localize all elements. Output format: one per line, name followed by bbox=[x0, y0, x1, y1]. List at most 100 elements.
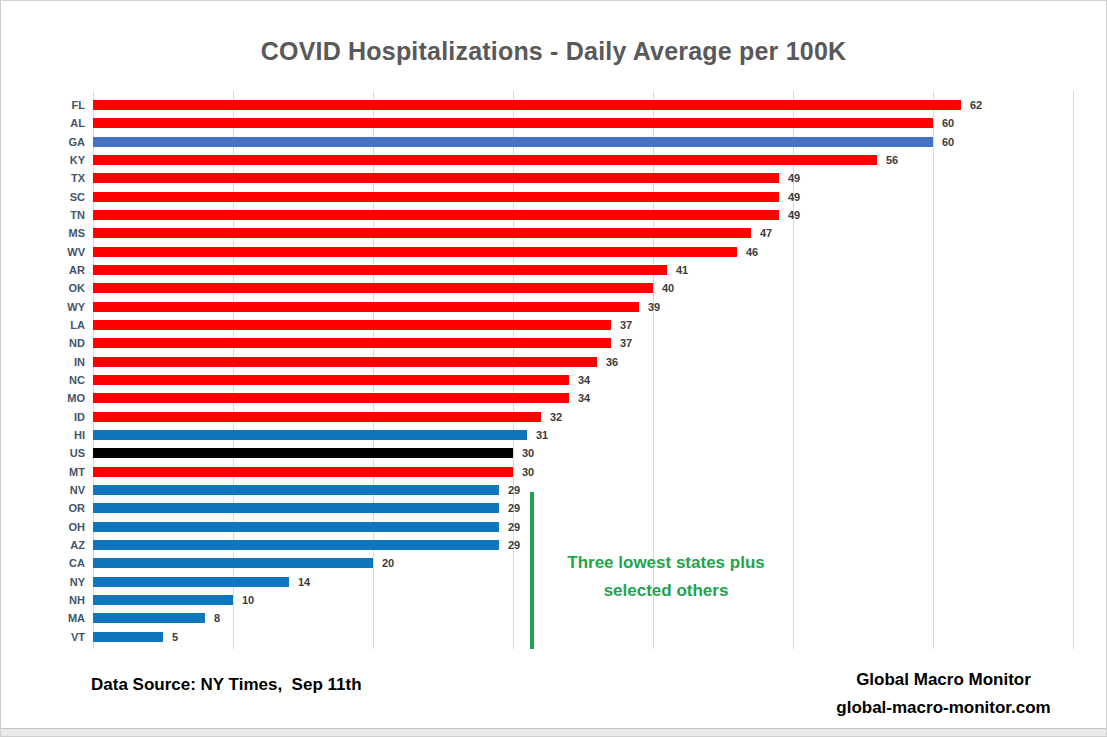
value-label-la: 37 bbox=[620, 320, 632, 331]
bar-row-mo: MO34 bbox=[93, 389, 1073, 407]
bar-fl bbox=[93, 100, 961, 110]
bar-row-fl: FL62 bbox=[93, 96, 1073, 114]
data-source-text: Data Source: NY Times, Sep 11th bbox=[91, 675, 362, 695]
state-label-id: ID bbox=[37, 411, 85, 422]
bar-us bbox=[93, 448, 513, 458]
window-bottom-edge bbox=[1, 728, 1106, 736]
value-label-or: 29 bbox=[508, 503, 520, 514]
chart-title: COVID Hospitalizations - Daily Average p… bbox=[1, 37, 1106, 66]
bar-oh bbox=[93, 522, 499, 532]
bar-row-ga: GA60 bbox=[93, 133, 1073, 151]
state-label-nv: NV bbox=[37, 485, 85, 496]
value-label-us: 30 bbox=[522, 448, 534, 459]
state-label-ny: NY bbox=[37, 576, 85, 587]
bar-nc bbox=[93, 375, 569, 385]
bar-row-ar: AR41 bbox=[93, 261, 1073, 279]
bar-row-sc: SC49 bbox=[93, 188, 1073, 206]
bar-al bbox=[93, 118, 933, 128]
bar-ny bbox=[93, 577, 289, 587]
value-label-ga: 60 bbox=[942, 136, 954, 147]
annotation-line1: Three lowest states plus bbox=[567, 553, 764, 572]
bar-id bbox=[93, 412, 541, 422]
state-label-az: AZ bbox=[37, 540, 85, 551]
value-label-ny: 14 bbox=[298, 576, 310, 587]
brand-url: global-macro-monitor.com bbox=[836, 698, 1050, 717]
value-label-hi: 31 bbox=[536, 430, 548, 441]
bar-row-id: ID32 bbox=[93, 408, 1073, 426]
bar-row-wy: WY39 bbox=[93, 298, 1073, 316]
value-label-al: 60 bbox=[942, 118, 954, 129]
value-label-ok: 40 bbox=[662, 283, 674, 294]
state-label-ar: AR bbox=[37, 265, 85, 276]
value-label-ar: 41 bbox=[676, 265, 688, 276]
bar-ma bbox=[93, 613, 205, 623]
value-label-oh: 29 bbox=[508, 521, 520, 532]
state-label-mt: MT bbox=[37, 466, 85, 477]
state-label-wy: WY bbox=[37, 301, 85, 312]
annotation-line2: selected others bbox=[604, 581, 729, 600]
bar-mt bbox=[93, 467, 513, 477]
value-label-tx: 49 bbox=[788, 173, 800, 184]
value-label-mo: 34 bbox=[578, 393, 590, 404]
bar-row-mt: MT30 bbox=[93, 463, 1073, 481]
annotation-vertical-line bbox=[530, 492, 534, 649]
value-label-wv: 46 bbox=[746, 246, 758, 257]
value-label-fl: 62 bbox=[970, 100, 982, 111]
bar-row-wv: WV46 bbox=[93, 243, 1073, 261]
value-label-ma: 8 bbox=[214, 613, 220, 624]
bar-wv bbox=[93, 247, 737, 257]
state-label-oh: OH bbox=[37, 521, 85, 532]
value-label-wy: 39 bbox=[648, 301, 660, 312]
bar-row-tn: TN49 bbox=[93, 206, 1073, 224]
value-label-az: 29 bbox=[508, 540, 520, 551]
bar-row-la: LA37 bbox=[93, 316, 1073, 334]
bar-row-us: US30 bbox=[93, 444, 1073, 462]
value-label-vt: 5 bbox=[172, 631, 178, 642]
state-label-us: US bbox=[37, 448, 85, 459]
bar-sc bbox=[93, 192, 779, 202]
bar-row-vt: VT5 bbox=[93, 628, 1073, 646]
value-label-mt: 30 bbox=[522, 466, 534, 477]
state-label-tn: TN bbox=[37, 210, 85, 221]
bar-row-ma: MA8 bbox=[93, 609, 1073, 627]
state-label-nh: NH bbox=[37, 595, 85, 606]
bar-row-ok: OK40 bbox=[93, 279, 1073, 297]
bar-row-nc: NC34 bbox=[93, 371, 1073, 389]
value-label-tn: 49 bbox=[788, 210, 800, 221]
bar-hi bbox=[93, 430, 527, 440]
bar-row-al: AL60 bbox=[93, 114, 1073, 132]
state-label-mo: MO bbox=[37, 393, 85, 404]
state-label-hi: HI bbox=[37, 430, 85, 441]
bar-mo bbox=[93, 393, 569, 403]
value-label-nd: 37 bbox=[620, 338, 632, 349]
value-label-in: 36 bbox=[606, 356, 618, 367]
state-label-ga: GA bbox=[37, 136, 85, 147]
bar-nv bbox=[93, 485, 499, 495]
bar-ca bbox=[93, 558, 373, 568]
bar-ms bbox=[93, 228, 751, 238]
bar-nd bbox=[93, 338, 611, 348]
state-label-al: AL bbox=[37, 118, 85, 129]
bar-ok bbox=[93, 283, 653, 293]
state-label-or: OR bbox=[37, 503, 85, 514]
annotation-text: Three lowest states plus selected others bbox=[541, 549, 791, 605]
bar-tx bbox=[93, 173, 779, 183]
state-label-vt: VT bbox=[37, 631, 85, 642]
bar-ga bbox=[93, 137, 933, 147]
value-label-sc: 49 bbox=[788, 191, 800, 202]
chart-canvas: COVID Hospitalizations - Daily Average p… bbox=[0, 0, 1107, 737]
value-label-nv: 29 bbox=[508, 485, 520, 496]
bar-row-in: IN36 bbox=[93, 353, 1073, 371]
bar-row-tx: TX49 bbox=[93, 169, 1073, 187]
state-label-sc: SC bbox=[37, 191, 85, 202]
value-label-ms: 47 bbox=[760, 228, 772, 239]
state-label-nd: ND bbox=[37, 338, 85, 349]
bar-in bbox=[93, 357, 597, 367]
bar-ar bbox=[93, 265, 667, 275]
brand-name: Global Macro Monitor bbox=[856, 670, 1031, 689]
state-label-nc: NC bbox=[37, 375, 85, 386]
bar-vt bbox=[93, 632, 163, 642]
state-label-ms: MS bbox=[37, 228, 85, 239]
bar-row-or: OR29 bbox=[93, 499, 1073, 517]
state-label-fl: FL bbox=[37, 100, 85, 111]
